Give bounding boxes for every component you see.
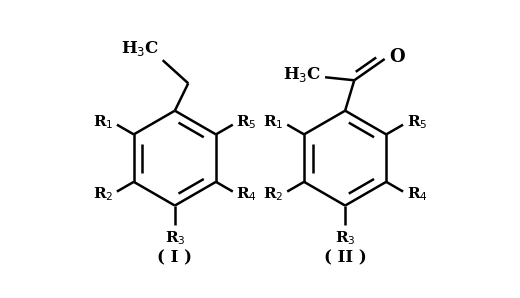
Text: R$_4$: R$_4$: [407, 185, 428, 203]
Text: R$_2$: R$_2$: [93, 185, 113, 203]
Text: R$_3$: R$_3$: [164, 229, 185, 247]
Text: R$_3$: R$_3$: [335, 229, 356, 247]
Text: ( I ): ( I ): [158, 249, 192, 266]
Text: H$_3$C: H$_3$C: [121, 39, 159, 58]
Text: R$_2$: R$_2$: [263, 185, 283, 203]
Text: ( II ): ( II ): [324, 249, 367, 266]
Text: H$_3$C: H$_3$C: [283, 65, 321, 84]
Text: R$_1$: R$_1$: [93, 114, 113, 131]
Text: R$_1$: R$_1$: [263, 114, 283, 131]
Text: R$_4$: R$_4$: [237, 185, 257, 203]
Text: O: O: [389, 48, 405, 66]
Text: R$_5$: R$_5$: [407, 114, 427, 131]
Text: R$_5$: R$_5$: [237, 114, 257, 131]
